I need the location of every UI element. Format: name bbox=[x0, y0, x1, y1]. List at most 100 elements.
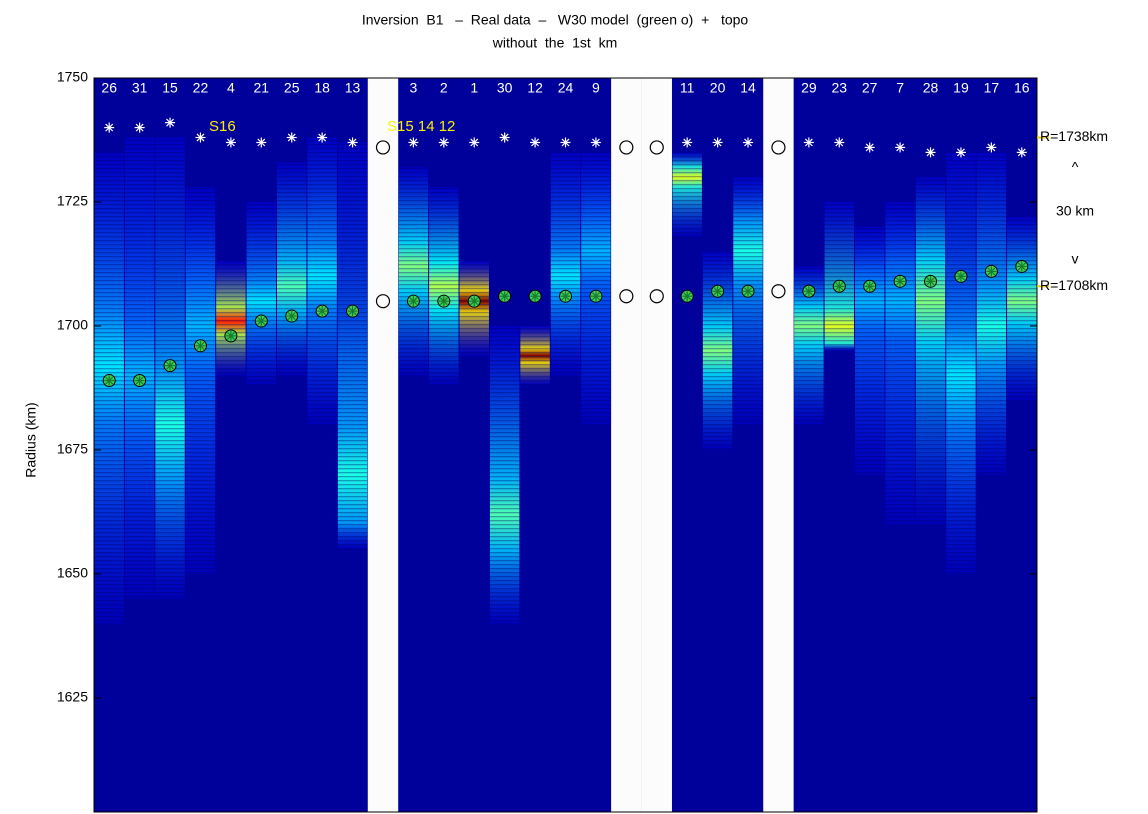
plot-frame bbox=[93, 77, 1038, 813]
model-asterisk bbox=[438, 296, 449, 307]
star-stroke bbox=[987, 143, 996, 152]
signal-texture bbox=[976, 152, 1007, 475]
star-stroke bbox=[531, 138, 540, 147]
model-asterisk bbox=[803, 286, 814, 297]
star-stroke bbox=[1017, 262, 1026, 271]
chart-title: Inversion B1 – Real data – W30 model (gr… bbox=[362, 12, 749, 28]
column-label: 19 bbox=[953, 80, 969, 96]
topo-marker bbox=[895, 142, 906, 153]
model-asterisk bbox=[925, 276, 936, 287]
model-asterisk bbox=[986, 266, 997, 277]
y-axis-label: Radius (km) bbox=[23, 402, 39, 477]
topo-marker bbox=[347, 137, 358, 148]
star-stroke bbox=[348, 307, 357, 316]
column-label: 23 bbox=[831, 80, 847, 96]
model-asterisk bbox=[590, 291, 601, 302]
signal-texture bbox=[885, 201, 915, 525]
star-stroke bbox=[318, 133, 327, 142]
topo-marker bbox=[225, 137, 236, 148]
star-stroke bbox=[105, 376, 114, 385]
column-label: 12 bbox=[527, 80, 543, 96]
model-asterisk bbox=[256, 316, 267, 327]
star-stroke bbox=[744, 138, 752, 147]
y-tick-label: 1725 bbox=[57, 193, 88, 209]
star-stroke bbox=[257, 317, 266, 325]
star-stroke bbox=[896, 277, 905, 286]
model-marker bbox=[649, 289, 664, 304]
signal-texture bbox=[185, 187, 216, 574]
column-label: 11 bbox=[680, 80, 695, 96]
star-stroke bbox=[835, 138, 844, 147]
signal-texture bbox=[520, 325, 550, 386]
model-asterisk bbox=[134, 375, 145, 386]
topo-marker bbox=[619, 140, 634, 155]
star-stroke bbox=[926, 148, 935, 157]
column-label: 26 bbox=[101, 80, 117, 96]
star-stroke bbox=[409, 297, 418, 306]
star-stroke bbox=[348, 138, 357, 147]
signal-texture bbox=[246, 201, 277, 386]
column-label: 1 bbox=[470, 80, 478, 96]
signal-texture bbox=[1007, 216, 1037, 401]
signal-texture bbox=[459, 261, 489, 356]
star-stroke bbox=[561, 138, 570, 147]
star-stroke bbox=[470, 297, 479, 306]
signal-texture bbox=[702, 251, 733, 450]
star-stroke bbox=[287, 312, 296, 321]
star-stroke bbox=[226, 331, 235, 340]
signal-texture bbox=[216, 261, 246, 376]
signal-texture bbox=[946, 152, 976, 574]
star-stroke bbox=[470, 138, 479, 147]
column-label: 16 bbox=[1014, 80, 1030, 96]
signal-texture bbox=[489, 325, 520, 624]
signal-texture bbox=[307, 137, 337, 426]
column-label: 21 bbox=[254, 80, 270, 96]
y-tick-label: 1750 bbox=[57, 69, 88, 85]
column-label: 15 bbox=[162, 80, 178, 96]
star-stroke bbox=[257, 138, 266, 147]
right-label: ^ bbox=[1072, 159, 1079, 175]
star-stroke bbox=[865, 143, 874, 152]
star-stroke bbox=[713, 138, 722, 147]
signal-texture bbox=[581, 152, 611, 426]
star-stroke bbox=[135, 123, 144, 132]
model-asterisk bbox=[408, 296, 419, 307]
y-tick-label: 1625 bbox=[57, 689, 88, 705]
column-label: 17 bbox=[984, 80, 1000, 96]
column-label: 31 bbox=[132, 80, 148, 96]
star-stroke bbox=[926, 277, 935, 286]
star-stroke bbox=[683, 138, 692, 147]
star-stroke bbox=[166, 361, 175, 370]
star-stroke bbox=[439, 297, 448, 306]
annotation: S15 14 12 bbox=[387, 118, 455, 135]
model-asterisk bbox=[499, 291, 510, 302]
star-stroke bbox=[896, 143, 905, 152]
star-stroke bbox=[956, 148, 965, 157]
model-asterisk bbox=[286, 311, 297, 322]
topo-marker bbox=[530, 137, 541, 148]
column-label: 29 bbox=[801, 80, 817, 96]
column-label: 20 bbox=[710, 80, 726, 96]
topo-marker bbox=[649, 140, 664, 155]
annotation: S16 bbox=[209, 118, 236, 135]
signal-texture bbox=[733, 177, 763, 426]
model-asterisk bbox=[225, 330, 236, 341]
model-asterisk bbox=[165, 360, 176, 371]
right-label: 30 km bbox=[1056, 203, 1094, 219]
model-asterisk bbox=[347, 306, 358, 317]
topo-marker bbox=[771, 140, 786, 155]
column-label: 25 bbox=[284, 80, 300, 96]
topo-marker bbox=[682, 137, 693, 148]
signal-texture bbox=[672, 152, 702, 237]
signal-texture bbox=[915, 177, 946, 525]
column-label: 14 bbox=[740, 80, 756, 96]
signal-texture bbox=[824, 201, 854, 351]
topo-marker bbox=[408, 137, 419, 148]
star-stroke bbox=[166, 118, 175, 127]
star-stroke bbox=[591, 292, 600, 301]
star-stroke bbox=[318, 307, 327, 316]
model-asterisk bbox=[955, 271, 966, 282]
topo-marker bbox=[499, 132, 510, 143]
model-asterisk bbox=[1016, 261, 1027, 272]
